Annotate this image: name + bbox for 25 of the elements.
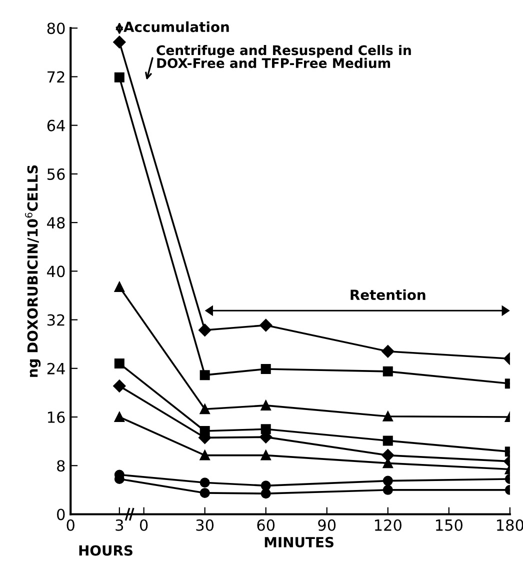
- x-tick-label: 0: [140, 519, 148, 531]
- y-tick-label: 48: [47, 217, 65, 229]
- x-axis-title: MINUTES: [264, 536, 334, 548]
- x-tick-label: 60: [257, 519, 275, 531]
- y-axis-title: ng DOXORUBICIN/10$^{6}$CELLS: [25, 165, 41, 377]
- y-tick-label: 56: [47, 168, 65, 180]
- annotation: Accumulation: [124, 21, 229, 32]
- y-tick-label: 64: [47, 120, 65, 132]
- x-tick-label: 30: [196, 519, 214, 531]
- x-tick-label: 180: [497, 519, 523, 531]
- x2-axis-title: HOURS: [79, 545, 132, 556]
- y-tick-label: 80: [47, 22, 65, 34]
- annotation: Centrifuge and Resuspend Cells in DOX-Free and TFP-Free Medium: [156, 44, 411, 68]
- y-tick-label: 8: [57, 460, 65, 472]
- x-tick-label: 120: [374, 519, 402, 531]
- y-tick-label: 32: [47, 314, 64, 326]
- x-tick-label: 150: [436, 519, 462, 531]
- y-tick-label: 16: [48, 411, 65, 424]
- annotation: Retention: [350, 289, 426, 300]
- y-tick-label: 0: [57, 508, 65, 520]
- y-tick-label: 24: [47, 362, 65, 374]
- y-tick-label: 40: [47, 266, 65, 278]
- x2-tick-label: 3: [116, 519, 124, 531]
- y-tick-label: 72: [48, 71, 64, 83]
- x-tick-label: 90: [318, 519, 336, 531]
